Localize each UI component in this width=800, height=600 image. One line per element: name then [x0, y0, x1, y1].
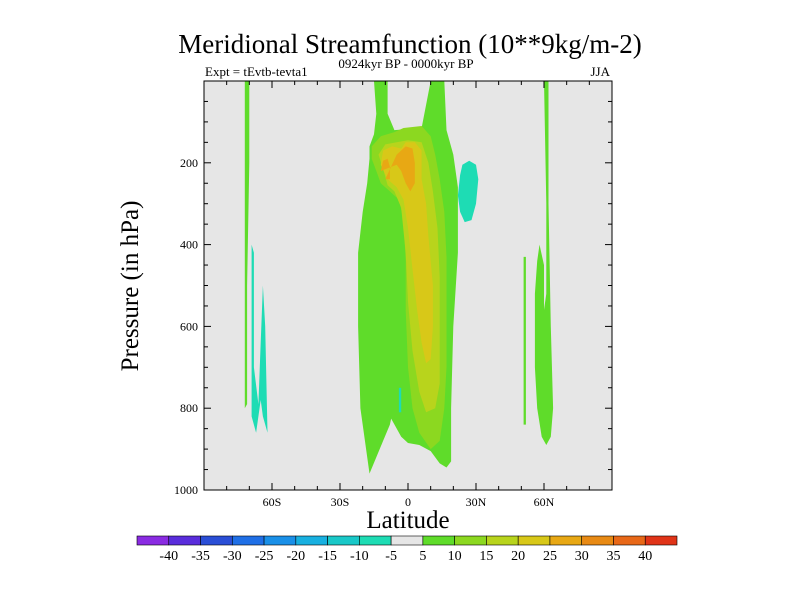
colorbar-box [295, 535, 328, 546]
y-tick-label: 800 [180, 401, 198, 415]
colorbar-box [200, 535, 233, 546]
colorbar-box [549, 535, 583, 546]
y-tick-label: 400 [180, 238, 198, 252]
left-subtitle: Expt = tEvtb-tevta1 [205, 64, 308, 79]
colorbar-box [581, 535, 614, 546]
center-subtitle: 0924kyr BP - 0000kyr BP [338, 56, 473, 71]
contour-tropical-cell-25 [380, 146, 415, 192]
colorbar-label: -20 [286, 549, 305, 564]
right-subtitle: JJA [590, 64, 610, 79]
contour-nh-high-lat-left-5 [523, 256, 526, 425]
colorbar-label: 20 [511, 549, 525, 564]
contour-nh-high-lat-center-5 [534, 81, 554, 445]
colorbar-label: 10 [448, 549, 462, 564]
colorbar-label: 30 [575, 549, 589, 564]
colorbar-box [486, 535, 519, 546]
colorbar-label: -15 [318, 549, 337, 564]
colorbar-label: 5 [419, 549, 426, 564]
colorbar-box [644, 535, 678, 546]
axis-ticks: 60S 30S 0 30N 60N 200 400 600 800 1000 [174, 81, 612, 509]
x-tick-label: 60N [534, 495, 555, 509]
colorbar: -40 -35 -30 -25 -20 -15 -10 -5 5 10 15 20 25 30 35 40 [136, 535, 678, 564]
y-tick-label: 600 [180, 319, 198, 333]
colorbar-label: 35 [606, 549, 620, 564]
x-tick-label: 0 [405, 495, 411, 509]
y-axis-label: Pressure (in hPa) [117, 201, 144, 372]
contour-tropical-cell-20 [380, 142, 433, 364]
colorbar-label: -25 [255, 549, 274, 564]
chart-title: Meridional Streamfunction (10**9kg/m-2) [178, 29, 641, 59]
contour-sh-high-lat-neg-5 [251, 244, 268, 433]
colorbar-box [168, 535, 201, 546]
contour-equator-small-neg-5 [398, 387, 402, 413]
colorbar-box [422, 535, 455, 546]
colorbar-label: -30 [223, 549, 242, 564]
colorbar-box [390, 535, 424, 546]
colorbar-label: 25 [543, 549, 557, 564]
colorbar-box [327, 535, 360, 546]
x-tick-label: 30N [466, 495, 487, 509]
colorbar-box [136, 535, 170, 546]
colorbar-box [231, 535, 265, 546]
colorbar-label: 40 [638, 549, 652, 564]
x-tick-label: 30S [331, 495, 350, 509]
x-tick-label: 60S [263, 495, 282, 509]
y-tick-label: 200 [180, 156, 198, 170]
colorbar-box [517, 535, 551, 546]
colorbar-box [359, 535, 392, 546]
contour-nh-subtropics-neg-5 [457, 160, 479, 223]
colorbar-label: -10 [350, 549, 369, 564]
colorbar-label: 15 [479, 549, 493, 564]
contour-sh-high-lat-strip-5 [244, 81, 250, 409]
colorbar-label: -5 [385, 549, 397, 564]
contour-regions [244, 81, 554, 474]
colorbar-box [263, 535, 297, 546]
x-axis-label: Latitude [366, 507, 449, 534]
y-tick-label: 1000 [174, 483, 198, 497]
colorbar-label: -40 [159, 549, 178, 564]
colorbar-label: -35 [191, 549, 210, 564]
colorbar-box [454, 535, 487, 546]
colorbar-box [613, 535, 646, 546]
